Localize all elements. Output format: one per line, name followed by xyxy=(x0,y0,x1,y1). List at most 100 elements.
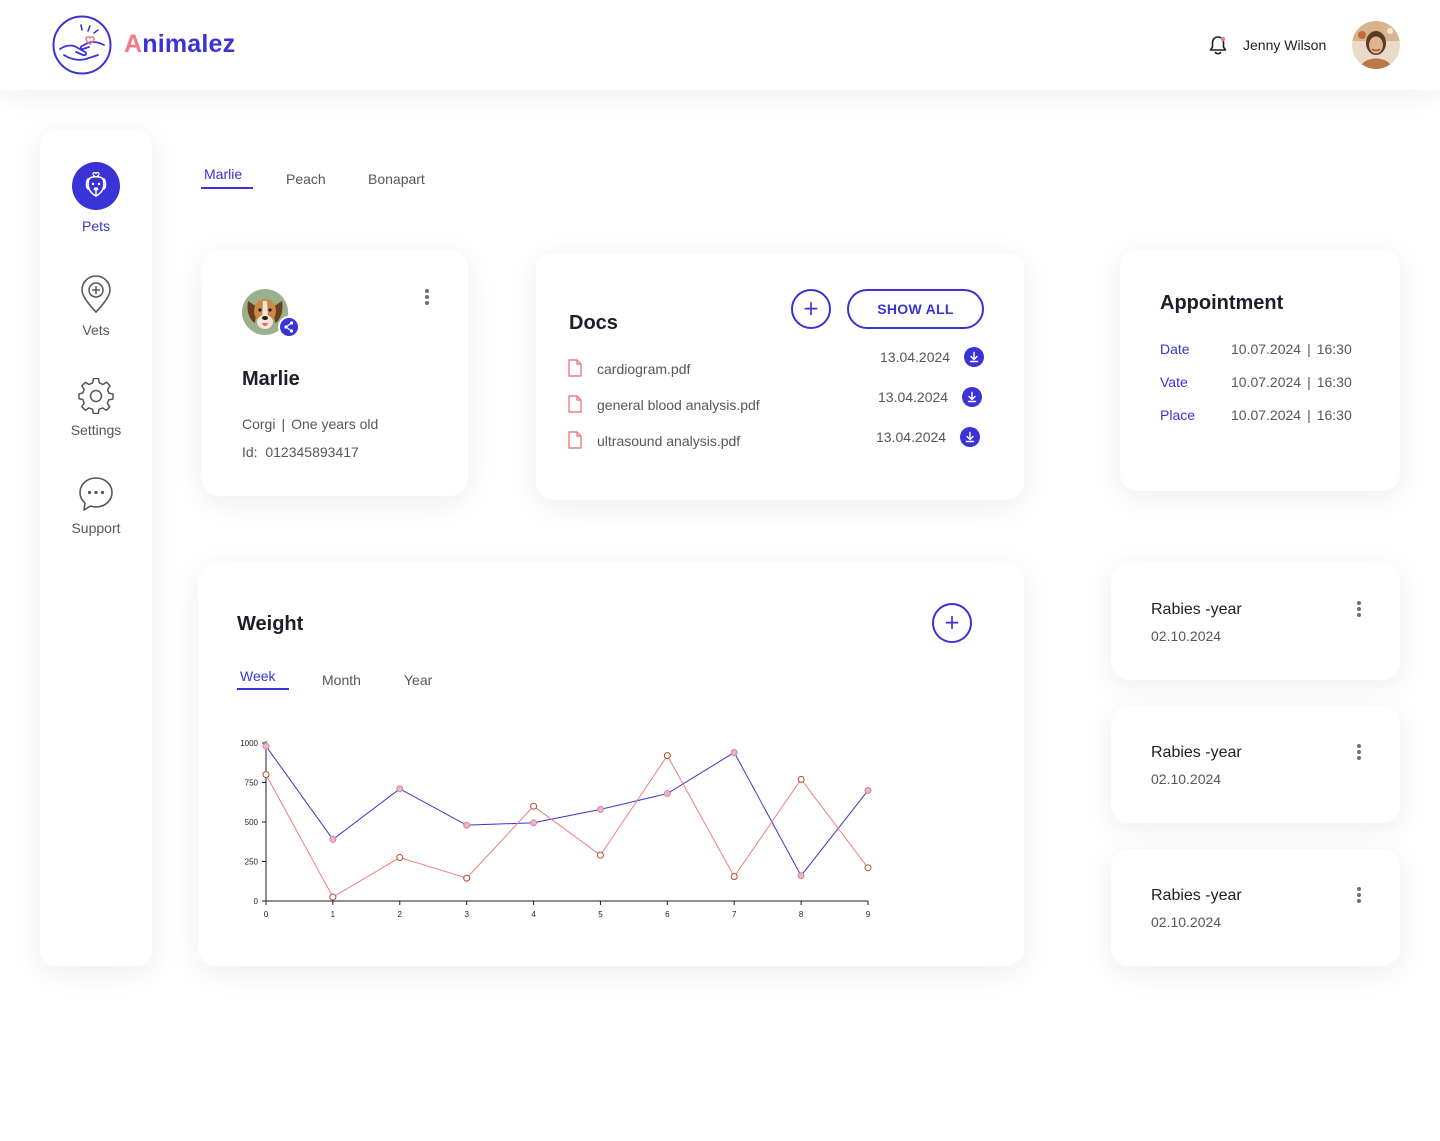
x-tick-label: 7 xyxy=(732,910,737,919)
series-red-point xyxy=(463,874,471,882)
appointment-label: Vate xyxy=(1160,374,1188,390)
appointment-title: Appointment xyxy=(1160,292,1284,314)
x-tick-label: 6 xyxy=(665,910,670,919)
series-blue-point xyxy=(596,805,604,813)
hands-heart-logo-icon[interactable] xyxy=(52,15,112,75)
weight-title: Weight xyxy=(237,613,304,635)
pet-id-value: 012345893417 xyxy=(265,444,359,460)
brand-first-letter: A xyxy=(124,30,143,58)
series-blue-point xyxy=(864,786,872,794)
appointment-date: 10.07.2024 xyxy=(1231,374,1302,390)
tab-peach[interactable]: Peach xyxy=(286,171,326,187)
sidebar-item-settings[interactable]: Settings xyxy=(40,378,152,438)
y-tick-label: 500 xyxy=(245,818,259,827)
sidebar-item-support[interactable]: Support xyxy=(40,476,152,536)
vaccination-menu-icon[interactable] xyxy=(1356,601,1362,619)
appointment-label: Place xyxy=(1160,407,1196,423)
user-name[interactable]: Jenny Wilson xyxy=(1243,37,1327,53)
share-button[interactable] xyxy=(278,316,300,338)
pdf-file-icon xyxy=(568,359,582,377)
weight-line-chart: 0 250 500 750 1000 0 1 2 3 4 5 6 7 8 9 xyxy=(240,739,872,919)
sidebar-item-pets[interactable]: Pets xyxy=(40,162,152,234)
sidebar-item-label: Support xyxy=(71,520,121,536)
series-blue-point xyxy=(396,785,404,793)
y-tick-label: 0 xyxy=(254,897,259,906)
vaccination-name: Rabies -year xyxy=(1151,744,1242,761)
x-tick-label: 4 xyxy=(531,910,536,919)
gear-icon xyxy=(78,378,114,414)
vaccination-name: Rabies -year xyxy=(1151,887,1242,904)
sidebar-item-vets[interactable]: Vets xyxy=(40,274,152,338)
download-icon[interactable] xyxy=(964,347,984,367)
download-icon[interactable] xyxy=(962,387,982,407)
x-tick-label: 9 xyxy=(866,910,871,919)
x-tick-label: 5 xyxy=(598,910,603,919)
appointment-label: Date xyxy=(1160,341,1190,357)
pet-age: One years old xyxy=(291,416,379,432)
series-red-point xyxy=(329,893,337,901)
list-item: general blood analysis.pdf 13.04.2024 xyxy=(568,387,988,415)
vaccination-card: Rabies -year 02.10.2024 xyxy=(1111,563,1400,680)
sidebar-item-label: Pets xyxy=(81,218,110,234)
sidebar-item-label: Settings xyxy=(70,422,122,438)
show-all-button[interactable]: SHOW ALL xyxy=(847,289,984,329)
list-item: cardiogram.pdf 13.04.2024 xyxy=(568,347,988,379)
doc-name[interactable]: ultrasound analysis.pdf xyxy=(597,433,741,449)
pet-card-menu-icon[interactable] xyxy=(424,289,430,307)
location-pin-plus-icon xyxy=(81,275,111,314)
appointment-date: 10.07.2024 xyxy=(1231,341,1302,357)
tab-marlie[interactable]: Marlie xyxy=(204,166,243,182)
bell-icon[interactable] xyxy=(1207,34,1229,56)
series-red-line xyxy=(265,754,869,898)
y-tick-label: 1000 xyxy=(240,739,258,748)
x-tick-label: 0 xyxy=(264,910,269,919)
appointment-time: 16:30 xyxy=(1316,341,1352,357)
doc-date: 13.04.2024 xyxy=(876,429,947,445)
vaccination-menu-icon[interactable] xyxy=(1356,744,1362,762)
add-doc-button[interactable]: + xyxy=(791,289,831,329)
tab-bonapart[interactable]: Bonapart xyxy=(368,171,425,187)
weight-card: Weight + Week Month Year 0 250 500 750 1000 0… xyxy=(198,563,1024,966)
appointment-value: 10.07.2024 | 16:30 xyxy=(1231,407,1352,423)
series-red-point xyxy=(262,771,270,779)
series-red-point xyxy=(663,752,671,760)
series-red-point xyxy=(864,864,872,872)
pet-photo-image xyxy=(242,289,288,335)
doc-name[interactable]: general blood analysis.pdf xyxy=(597,397,760,413)
appointment-date: 10.07.2024 xyxy=(1231,407,1302,423)
doc-date: 13.04.2024 xyxy=(880,349,951,365)
dog-icon xyxy=(72,162,120,210)
download-icon[interactable] xyxy=(960,427,980,447)
add-weight-button[interactable]: + xyxy=(932,603,972,643)
vaccination-menu-icon[interactable] xyxy=(1356,887,1362,905)
brand-rest: nimalez xyxy=(142,30,236,58)
appointment-value: 10.07.2024 | 16:30 xyxy=(1231,374,1352,390)
share-icon xyxy=(284,321,294,333)
tab-year[interactable]: Year xyxy=(404,672,433,688)
appointment-value: 10.07.2024 | 16:30 xyxy=(1231,341,1352,357)
value-separator: | xyxy=(1307,374,1311,390)
series-red-point xyxy=(530,802,538,810)
x-tick-label: 3 xyxy=(464,910,469,919)
doc-name[interactable]: cardiogram.pdf xyxy=(597,361,691,377)
user-avatar-image xyxy=(1352,21,1400,69)
x-tick-label: 1 xyxy=(331,910,336,919)
x-tick-label: 2 xyxy=(398,910,403,919)
vaccination-date: 02.10.2024 xyxy=(1151,771,1222,787)
user-avatar[interactable] xyxy=(1352,21,1400,69)
series-red-point xyxy=(396,854,404,862)
series-blue-point xyxy=(663,790,671,798)
pet-name: Marlie xyxy=(242,368,300,390)
pet-breed-age: Corgi | One years old xyxy=(242,416,378,432)
series-blue-point xyxy=(797,872,805,880)
pdf-file-icon xyxy=(568,395,582,413)
pdf-file-icon xyxy=(568,431,582,449)
pet-photo xyxy=(242,289,288,335)
tab-month[interactable]: Month xyxy=(322,672,361,688)
appointment-time: 16:30 xyxy=(1316,374,1352,390)
tab-week[interactable]: Week xyxy=(240,668,276,684)
pet-breed: Corgi xyxy=(242,416,276,432)
sidebar: Pets Vets Settings Support xyxy=(40,130,152,966)
active-tab-indicator xyxy=(201,187,253,189)
value-separator: | xyxy=(1307,341,1311,357)
